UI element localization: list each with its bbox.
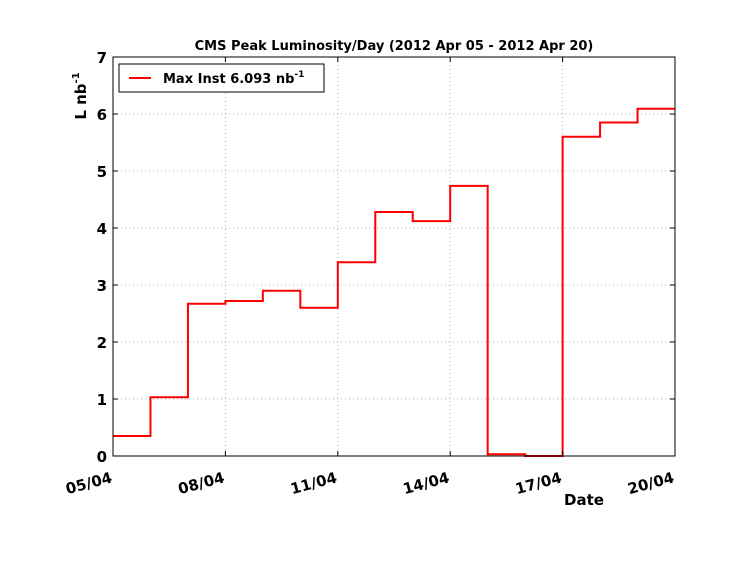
legend: Max Inst 6.093 nb-1 (118, 63, 325, 93)
y-tick-label: 4 (97, 220, 107, 238)
y-axis-label: L nb-1 (71, 72, 90, 119)
series-layer (113, 107, 675, 457)
legend-entry-superscript: -1 (294, 70, 304, 80)
y-axis-label-text: L nb (72, 83, 90, 119)
y-tick-label: 3 (97, 277, 107, 295)
y-axis-label-superscript: -1 (71, 72, 82, 83)
y-tick-label: 0 (97, 448, 107, 466)
y-tick-label: 6 (97, 106, 107, 124)
series-line (113, 107, 675, 457)
legend-box (118, 63, 325, 93)
plot-frame (112, 56, 676, 457)
y-tick-label: 1 (97, 391, 107, 409)
chart-title: CMS Peak Luminosity/Day (2012 Apr 05 - 2… (195, 39, 594, 54)
y-tick-label: 5 (97, 163, 107, 181)
grid-lines (113, 57, 675, 456)
legend-entry: Max Inst 6.093 nb-1 (163, 70, 304, 87)
y-tick-label: 2 (97, 334, 107, 352)
legend-entry-text: Max Inst 6.093 nb (163, 72, 294, 87)
x-axis-label: Date (564, 491, 604, 509)
y-tick-label: 7 (97, 49, 107, 67)
